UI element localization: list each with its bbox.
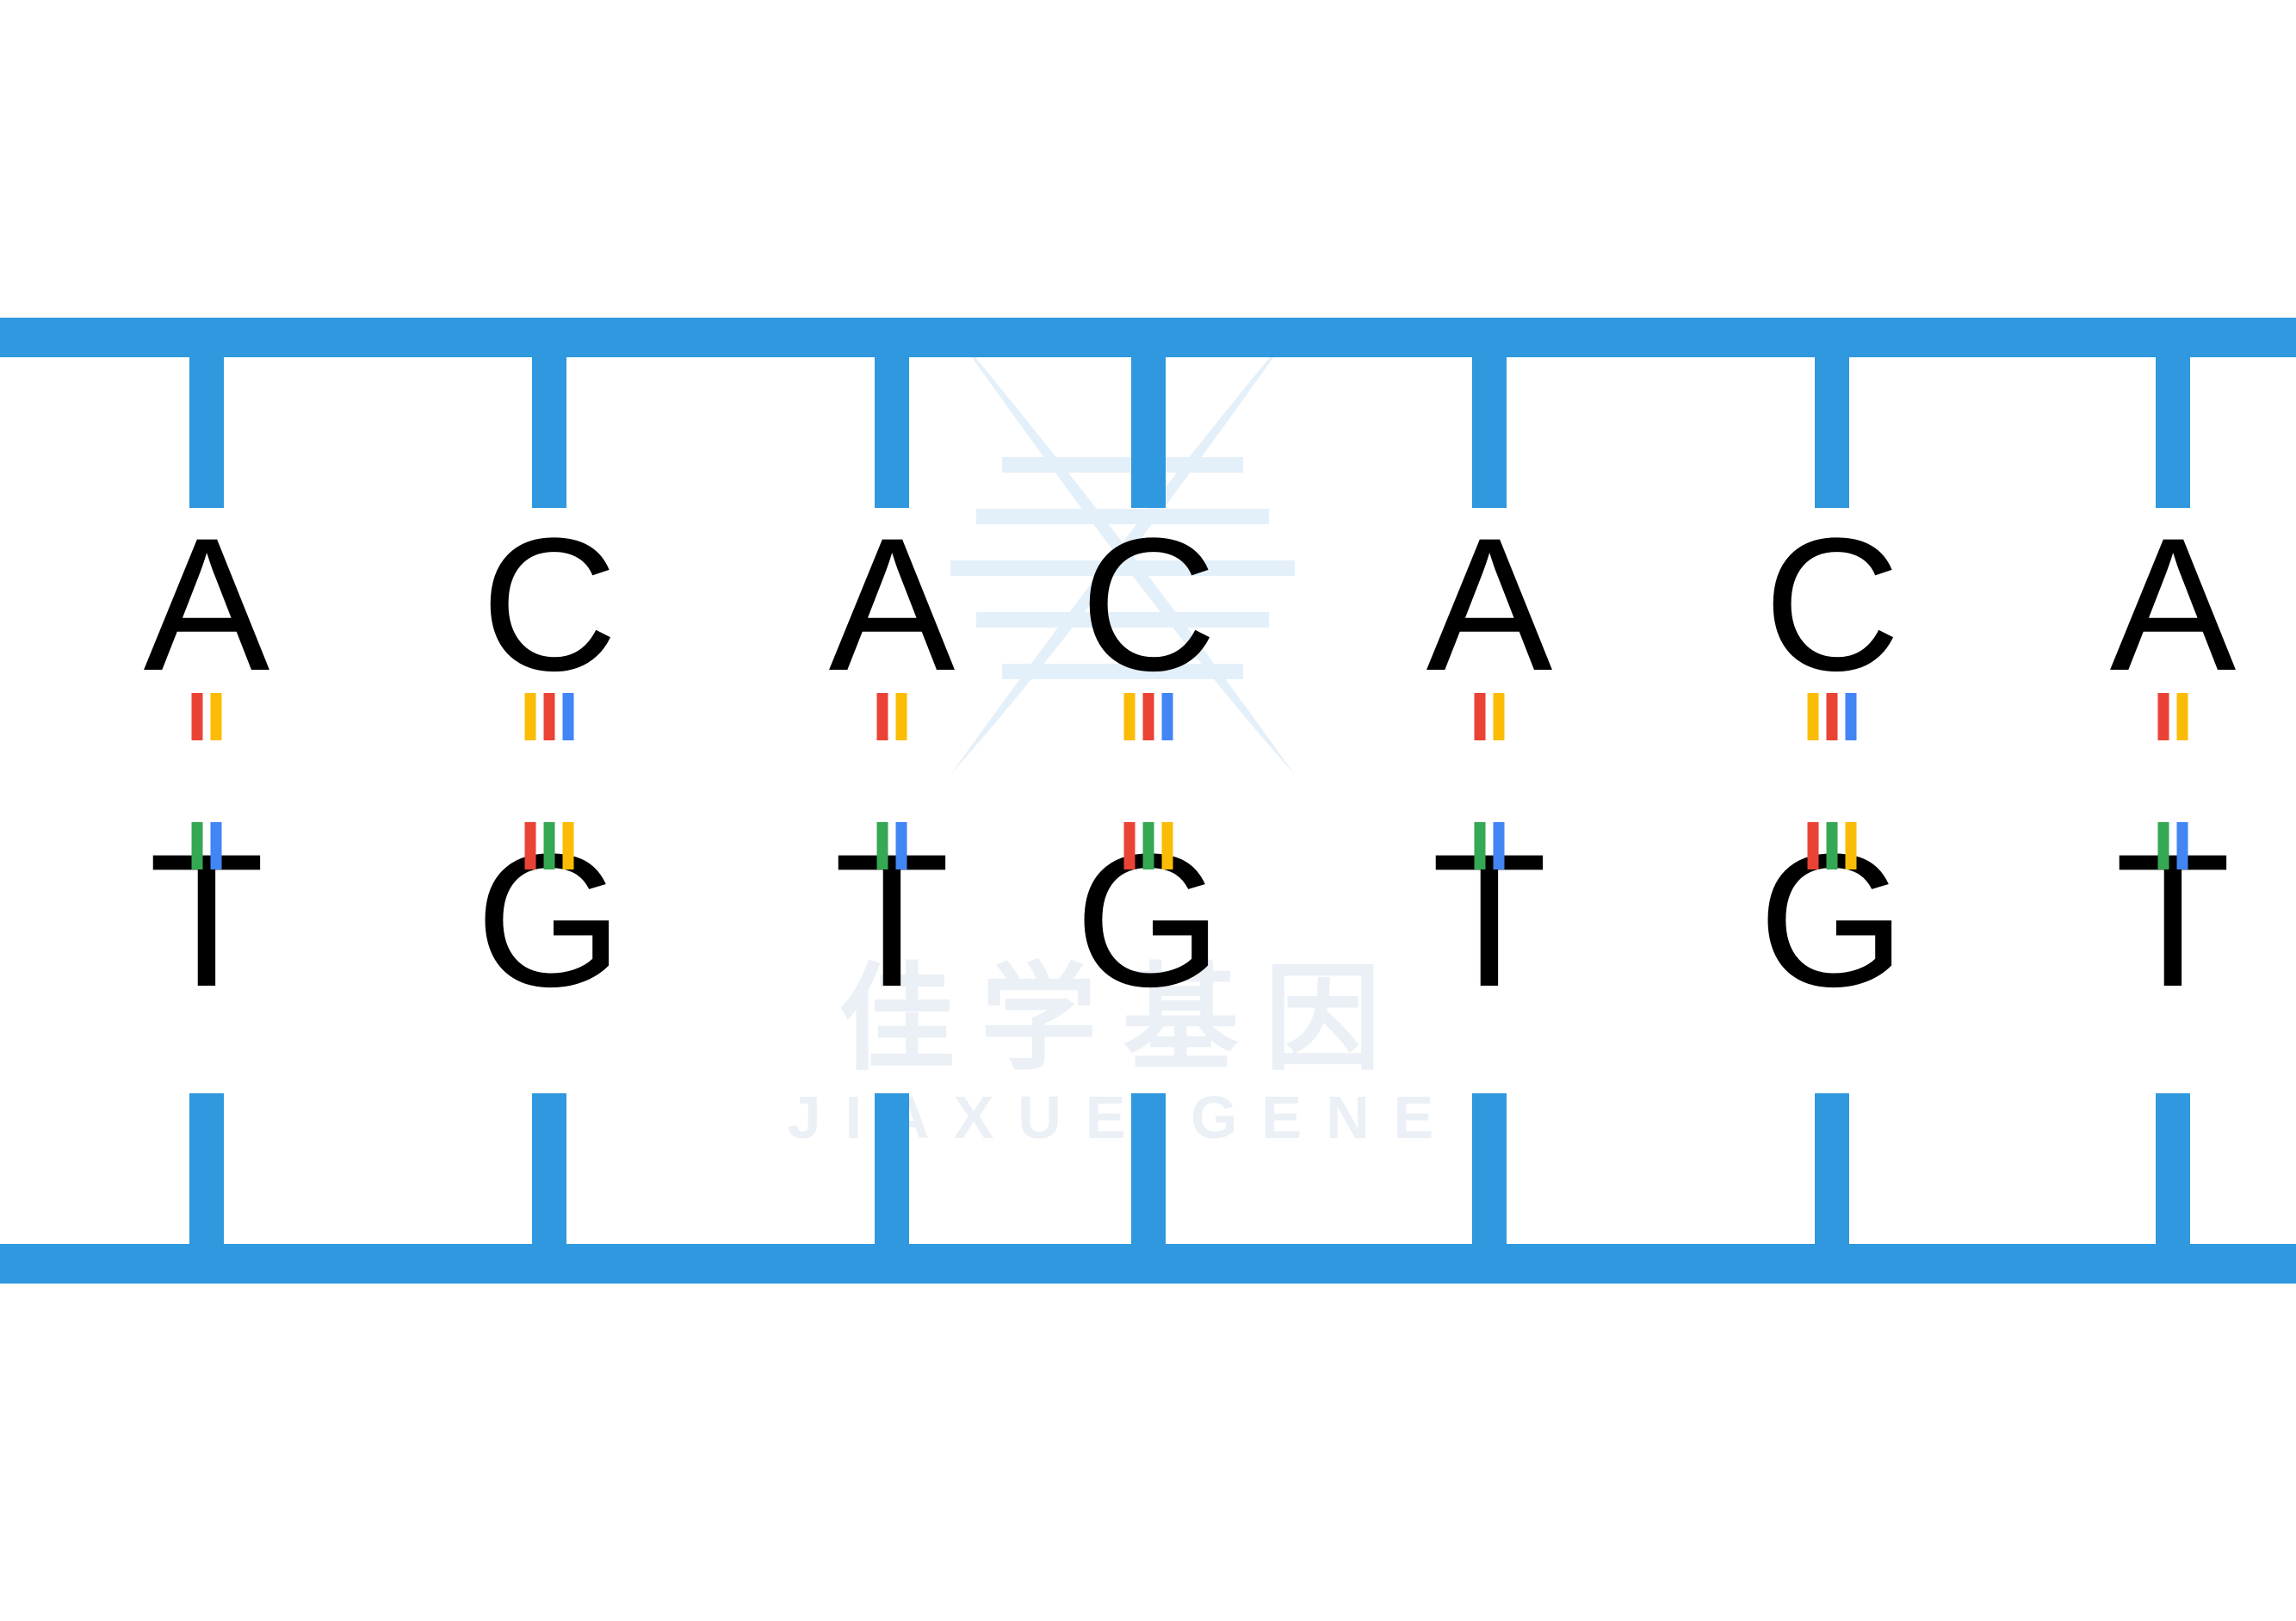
base-top: C [1080,498,1217,710]
base-top: A [2110,498,2237,710]
base-bottom: T [1432,814,1547,1026]
base-bottom: T [2115,814,2231,1026]
base-top: C [481,498,618,710]
base-top: A [144,498,270,710]
base-top: A [1426,498,1553,710]
dna-diagram: 佳学基因JIAXUE GENEATCGATCGATCGAT [0,0,2296,1621]
base-top: A [829,498,956,710]
base-bottom: T [834,814,950,1026]
base-top: C [1764,498,1901,710]
base-bottom: T [149,814,264,1026]
